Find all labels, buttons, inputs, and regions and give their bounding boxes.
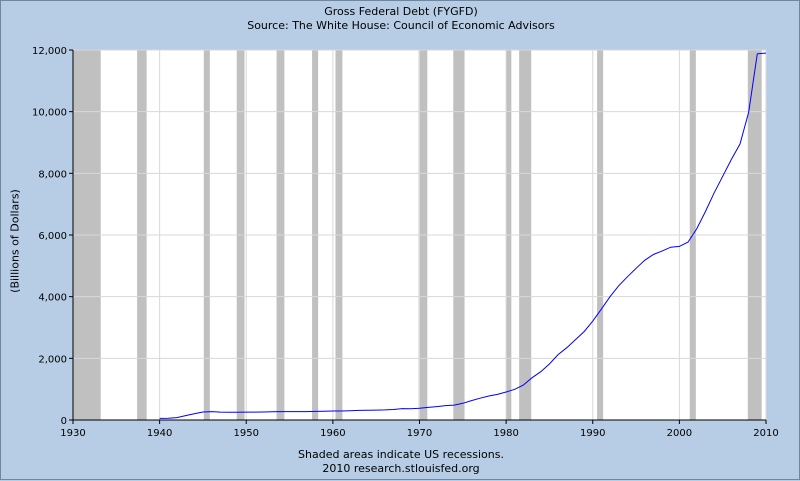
x-tick-label: 2000 bbox=[667, 428, 692, 439]
y-tick-label: 4,000 bbox=[38, 293, 67, 304]
y-tick-label: 6,000 bbox=[38, 231, 67, 242]
y-tick-label: 10,000 bbox=[32, 108, 67, 119]
chart-title: Gross Federal Debt (FYGFD) bbox=[324, 5, 478, 18]
x-tick-label: 1930 bbox=[60, 428, 85, 439]
y-tick-label: 2,000 bbox=[38, 354, 67, 365]
x-tick-label: 1960 bbox=[320, 428, 345, 439]
x-tick-label: 1990 bbox=[580, 428, 605, 439]
debt-series-line bbox=[159, 52, 767, 419]
y-tick-label: 12,000 bbox=[32, 46, 67, 57]
y-tick-label: 8,000 bbox=[38, 169, 67, 180]
source-credit: 2010 research.stlouisfed.org bbox=[322, 462, 480, 475]
x-tick-label: 1980 bbox=[493, 428, 518, 439]
x-tick-label: 1950 bbox=[234, 428, 259, 439]
x-tick-label: 2010 bbox=[753, 428, 778, 439]
recession-footnote: Shaded areas indicate US recessions. bbox=[298, 448, 504, 461]
x-tick-label: 1940 bbox=[147, 428, 172, 439]
y-tick-label: 0 bbox=[61, 416, 67, 427]
x-tick-label: 1970 bbox=[407, 428, 432, 439]
chart-subtitle: Source: The White House: Council of Econ… bbox=[247, 19, 555, 32]
